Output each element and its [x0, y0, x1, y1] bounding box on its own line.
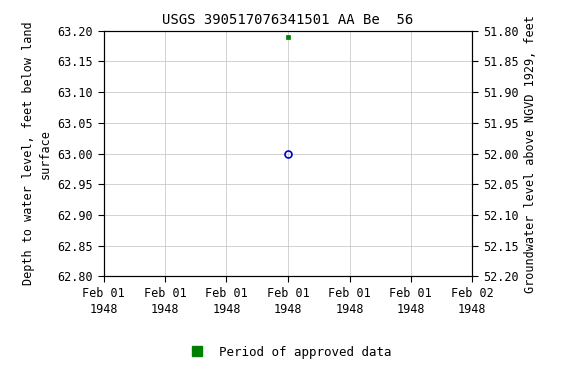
- Legend: Period of approved data: Period of approved data: [179, 341, 397, 364]
- Y-axis label: Depth to water level, feet below land
surface: Depth to water level, feet below land su…: [22, 22, 52, 285]
- Title: USGS 390517076341501 AA Be  56: USGS 390517076341501 AA Be 56: [162, 13, 414, 27]
- Y-axis label: Groundwater level above NGVD 1929, feet: Groundwater level above NGVD 1929, feet: [524, 15, 537, 293]
